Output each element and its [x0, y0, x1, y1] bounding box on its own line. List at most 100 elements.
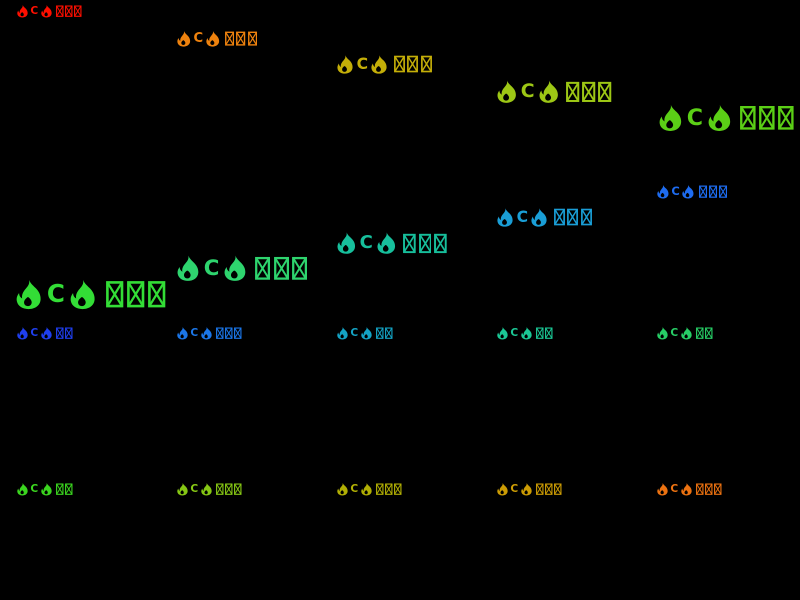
flame-indicator[interactable]: C — [17, 326, 73, 340]
missing-glyph-box — [705, 327, 713, 339]
flame-indicator[interactable]: C — [497, 482, 562, 496]
flame-icon — [520, 482, 532, 496]
flame-indicator[interactable]: C — [177, 482, 242, 496]
unit-label: C — [46, 279, 65, 309]
flame-indicator[interactable]: C — [337, 54, 432, 75]
flame-icon — [657, 482, 668, 496]
flame-icon — [531, 208, 548, 227]
missing-glyph-box — [580, 209, 592, 226]
flame-icon — [177, 255, 199, 281]
value-digits — [56, 327, 73, 339]
missing-glyph-box — [554, 483, 562, 495]
unit-label: C — [190, 481, 199, 495]
missing-glyph-box — [247, 31, 257, 46]
flame-indicator[interactable]: C — [657, 482, 722, 496]
missing-glyph-box — [567, 209, 579, 226]
missing-glyph-box — [418, 233, 432, 253]
flame-indicator[interactable]: C — [497, 79, 612, 104]
missing-glyph-box — [225, 327, 233, 339]
unit-label: C — [203, 255, 220, 281]
flame-indicator[interactable]: C — [177, 30, 257, 48]
missing-glyph-box — [385, 483, 393, 495]
flame-icon — [40, 482, 52, 496]
missing-glyph-box — [714, 483, 722, 495]
flame-indicator[interactable]: C — [657, 326, 713, 340]
missing-glyph-box — [740, 106, 756, 130]
missing-glyph-box — [582, 81, 596, 102]
missing-glyph-box — [65, 5, 73, 17]
missing-glyph-box — [407, 56, 419, 73]
flame-indicator[interactable]: C — [337, 482, 402, 496]
flame-indicator[interactable]: C — [177, 326, 242, 340]
flame-icon — [497, 80, 516, 103]
value-digits — [225, 31, 257, 46]
missing-glyph-box — [394, 483, 402, 495]
flame-icon — [337, 55, 353, 74]
flame-icon — [682, 184, 694, 199]
unit-label: C — [670, 481, 679, 495]
value-digits — [255, 256, 307, 281]
value-digits — [536, 327, 553, 339]
flame-icon — [337, 482, 348, 496]
value-digits — [699, 185, 727, 198]
flame-icon — [337, 326, 348, 340]
missing-glyph-box — [536, 483, 544, 495]
flame-icon — [40, 326, 52, 340]
value-digits — [376, 483, 402, 495]
flame-indicator[interactable]: C — [16, 278, 166, 311]
missing-glyph-box — [236, 31, 246, 46]
missing-glyph-box — [420, 56, 432, 73]
flame-indicator[interactable]: C — [337, 326, 393, 340]
value-digits — [696, 483, 722, 495]
missing-glyph-box — [705, 483, 713, 495]
missing-glyph-box — [127, 281, 145, 308]
flame-indicator[interactable]: C — [497, 326, 553, 340]
flame-icon — [520, 326, 532, 340]
missing-glyph-box — [216, 483, 224, 495]
value-digits — [554, 208, 592, 226]
flame-icon — [539, 80, 558, 103]
unit-label: C — [30, 481, 39, 495]
missing-glyph-box — [708, 185, 717, 198]
flame-icon — [360, 482, 372, 496]
flame-icon — [657, 184, 669, 199]
unit-label: C — [516, 207, 528, 226]
flame-icon — [360, 326, 372, 340]
missing-glyph-box — [376, 327, 384, 339]
missing-glyph-box — [545, 327, 553, 339]
flame-indicator[interactable]: C — [177, 254, 307, 283]
missing-glyph-box — [376, 483, 384, 495]
missing-glyph-box — [554, 209, 566, 226]
unit-label: C — [30, 325, 39, 339]
missing-glyph-box — [74, 5, 82, 17]
flame-indicator[interactable]: C — [497, 207, 592, 228]
value-digits — [740, 105, 794, 131]
flame-icon — [177, 482, 188, 496]
flame-indicator[interactable]: C — [17, 482, 73, 496]
missing-glyph-box — [403, 233, 416, 253]
unit-label: C — [190, 325, 199, 339]
unit-label: C — [193, 31, 204, 47]
value-digits — [56, 483, 73, 495]
missing-glyph-box — [566, 81, 580, 102]
missing-glyph-box — [385, 327, 393, 339]
missing-glyph-box — [216, 327, 224, 339]
flame-indicator[interactable]: C — [657, 184, 727, 199]
missing-glyph-box — [56, 483, 64, 495]
flame-indicator[interactable]: C — [17, 4, 82, 18]
flame-icon — [71, 279, 95, 310]
unit-label: C — [350, 325, 359, 339]
missing-glyph-box — [148, 281, 166, 308]
flame-icon — [497, 208, 513, 227]
flame-icon — [377, 232, 395, 254]
flame-indicator[interactable]: C — [337, 231, 447, 255]
flame-icon — [177, 326, 188, 340]
unit-label: C — [510, 325, 519, 339]
flame-indicator[interactable]: C — [659, 103, 794, 133]
missing-glyph-box — [291, 256, 307, 280]
flame-icon — [657, 326, 668, 340]
missing-glyph-box — [759, 106, 775, 130]
missing-glyph-box — [699, 185, 708, 198]
value-digits — [394, 55, 432, 73]
